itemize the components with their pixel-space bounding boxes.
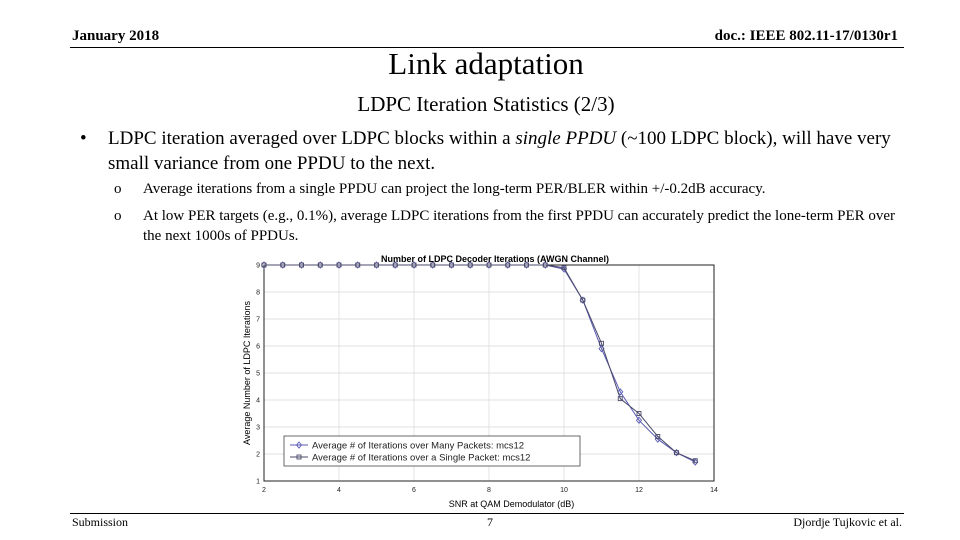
square-point xyxy=(299,262,304,268)
square-point xyxy=(655,433,661,439)
x-axis-label: SNR at QAM Demodulator (dB) xyxy=(449,499,575,509)
sub-bullet-text: Average iterations from a single PPDU ca… xyxy=(143,181,766,197)
square-point xyxy=(355,262,361,268)
diamond-point xyxy=(617,388,624,396)
sub-bullet-text: At low PER targets (e.g., 0.1%), average… xyxy=(143,208,896,244)
legend-entry: Average # of Iterations over a Single Pa… xyxy=(312,453,530,464)
footer-rule xyxy=(70,513,904,514)
x-tick-label: 2 xyxy=(262,487,266,494)
chart-series xyxy=(260,261,699,466)
slide-subtitle: LDPC Iteration Statistics (2/3) xyxy=(357,92,615,116)
square-point xyxy=(411,262,417,268)
y-tick-label: 2 xyxy=(256,452,260,459)
square-point xyxy=(524,262,529,268)
bullet-text-emphasis: single PPDU xyxy=(515,128,617,149)
square-point xyxy=(261,262,267,268)
chart-title: Number of LDPC Decoder Iterations (AWGN … xyxy=(381,254,609,264)
square-point xyxy=(505,262,511,268)
bullet-marker: • xyxy=(80,128,87,149)
y-tick-label: 9 xyxy=(256,263,260,270)
y-tick-label: 3 xyxy=(256,425,260,432)
chart-legend: Average # of Iterations over Many Packet… xyxy=(283,435,581,467)
chart-background xyxy=(240,250,720,512)
slide-title: Link adaptation xyxy=(388,46,584,81)
x-tick-label: 10 xyxy=(560,487,568,494)
y-tick-label: 4 xyxy=(256,398,260,405)
legend-swatch-marker xyxy=(295,441,303,449)
x-tick-label: 14 xyxy=(710,487,718,494)
square-point xyxy=(449,262,454,268)
square-point xyxy=(486,262,492,268)
legend-swatch-marker xyxy=(296,454,302,460)
square-point xyxy=(374,262,379,268)
y-tick-label: 5 xyxy=(256,371,260,378)
square-point xyxy=(580,297,586,303)
header-rule xyxy=(70,47,904,48)
x-tick-label: 8 xyxy=(487,487,491,494)
y-tick-label: 1 xyxy=(256,479,260,486)
square-point xyxy=(617,396,623,402)
legend-box xyxy=(283,435,581,467)
square-point xyxy=(336,262,342,268)
header-doc-id: doc.: IEEE 802.11-17/0130r1 xyxy=(714,28,898,44)
sub-bullet-marker: o xyxy=(114,208,122,224)
sub-bullet-marker: o xyxy=(114,181,122,197)
square-point xyxy=(692,458,698,464)
square-point xyxy=(430,262,436,268)
square-point xyxy=(392,262,398,268)
x-tick-label: 6 xyxy=(412,487,416,494)
x-tick-label: 12 xyxy=(635,487,643,494)
legend-entry: Average # of Iterations over Many Packet… xyxy=(312,441,524,452)
square-point xyxy=(674,450,679,456)
square-point xyxy=(561,265,567,271)
series-line xyxy=(264,264,696,462)
bullet-text: LDPC iteration averaged over LDPC blocks… xyxy=(108,126,908,176)
bullet-text-post: (~100 LDPC block), will have very small … xyxy=(108,128,891,174)
footer-submission: Submission xyxy=(72,515,129,529)
y-tick-label: 8 xyxy=(256,290,260,297)
y-tick-label: 7 xyxy=(256,317,260,324)
footer-page-number: 7 xyxy=(487,515,493,529)
square-point xyxy=(599,340,604,346)
square-point xyxy=(280,262,286,268)
square-point xyxy=(636,411,642,416)
square-point xyxy=(467,262,473,268)
square-point xyxy=(317,262,323,268)
diamond-point xyxy=(635,416,643,424)
footer-authors: Djordje Tujkovic et al. xyxy=(793,515,902,529)
x-tick-label: 4 xyxy=(337,487,341,494)
header-date: January 2018 xyxy=(72,28,160,44)
square-point xyxy=(542,262,548,268)
y-tick-label: 6 xyxy=(256,344,260,351)
y-axis-label: Average Number of LDPC Iterations xyxy=(242,301,252,445)
bullet-text-pre: LDPC iteration averaged over LDPC blocks… xyxy=(108,128,516,149)
